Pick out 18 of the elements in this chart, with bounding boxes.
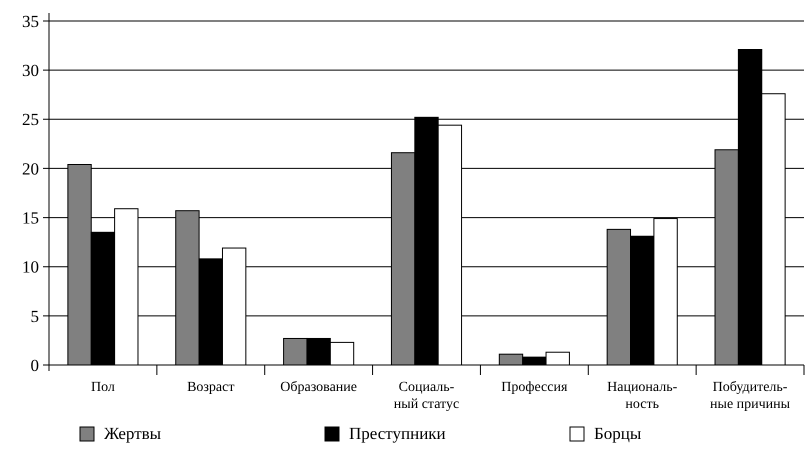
y-tick-label: 10 [22, 258, 39, 277]
x-tick-label: Побудитель- ные причины [710, 380, 791, 412]
y-tick-label: 20 [22, 159, 39, 178]
y-tick-label: 5 [30, 306, 39, 326]
y-tick-label: 0 [30, 356, 39, 375]
y-tick-label: 30 [22, 61, 39, 80]
y-tick-label: 25 [22, 110, 39, 130]
x-tick-label: Образование [280, 380, 358, 395]
x-tick-label: Возраст [187, 380, 234, 395]
legend-label: Преступники [349, 424, 446, 443]
y-tick-label: 35 [22, 12, 39, 31]
x-tick-label: Пол [90, 380, 115, 395]
x-tick-label: Профессия [501, 380, 568, 395]
x-tick-label: Националь- ность [607, 380, 678, 412]
legend-label: Жертвы [104, 424, 162, 443]
y-tick-label: 15 [22, 208, 39, 228]
x-tick-label: Социаль- ный статус [394, 380, 460, 412]
legend-label: Борцы [594, 424, 642, 443]
